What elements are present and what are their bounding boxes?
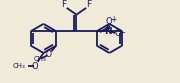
- Text: +: +: [110, 15, 116, 24]
- Text: F: F: [86, 0, 92, 9]
- Text: CH₃: CH₃: [12, 63, 25, 69]
- Text: CH₃: CH₃: [33, 56, 46, 62]
- Text: −: −: [118, 28, 125, 37]
- Text: O: O: [31, 62, 38, 71]
- Text: O: O: [45, 50, 51, 59]
- Text: O: O: [105, 17, 112, 26]
- Text: F: F: [61, 0, 66, 9]
- Text: O: O: [115, 29, 122, 38]
- Text: N: N: [104, 27, 111, 36]
